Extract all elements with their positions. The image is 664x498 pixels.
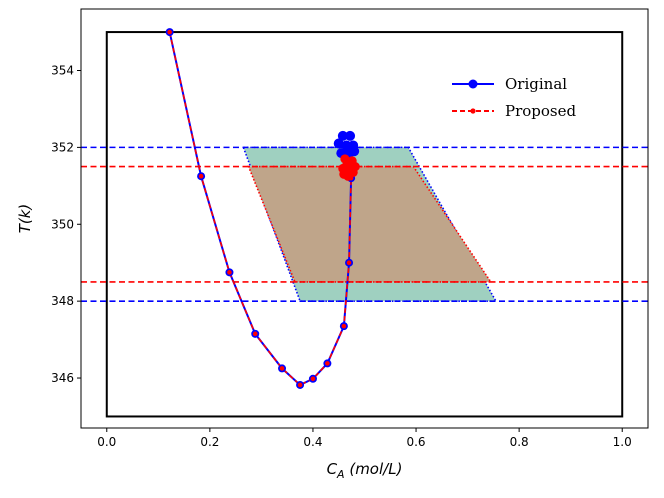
- series-proposed-point: [252, 331, 258, 337]
- x-tick-label: 0.8: [510, 435, 529, 449]
- legend-label-original: Original: [505, 75, 567, 93]
- legend-label-proposed: Proposed: [505, 102, 577, 120]
- y-tick-label: 346: [51, 371, 74, 385]
- plot-layer: 0.0 0.2 0.4 0.6 0.8 1.0 346 348 350 352 354: [51, 8, 649, 449]
- legend: Original Proposed: [452, 75, 577, 120]
- x-tick-label: 0.4: [303, 435, 322, 449]
- x-tick-label: 1.0: [613, 435, 632, 449]
- series-proposed-point: [325, 361, 330, 366]
- cluster-original-point: [333, 138, 344, 149]
- x-tick-label: 0.6: [406, 435, 425, 449]
- cluster-original-point: [345, 130, 356, 141]
- legend-marker-proposed: [470, 108, 476, 114]
- y-axis-label: T(k): [16, 204, 34, 234]
- series-proposed-point: [346, 260, 352, 266]
- x-tick-label: 0.2: [200, 435, 219, 449]
- y-tick-label: 352: [51, 140, 74, 154]
- series-proposed-line: [168, 31, 352, 386]
- series-proposed-point: [297, 382, 303, 388]
- x-axis-label: CA (mol/L): [327, 460, 403, 481]
- y-tick-label: 350: [51, 217, 74, 231]
- axes-frame: [80, 8, 649, 429]
- x-tick-label: 0.0: [97, 435, 116, 449]
- y-tick-label: 354: [51, 64, 74, 78]
- series-proposed-point: [227, 270, 232, 275]
- boundary-box: [105, 31, 624, 418]
- series-proposed-point: [310, 376, 316, 382]
- cluster-original-point: [337, 130, 348, 141]
- series-proposed-point: [198, 173, 204, 179]
- series-proposed-point: [279, 366, 285, 371]
- cluster-original-point: [349, 146, 360, 157]
- legend-marker-original: [468, 79, 478, 89]
- series-proposed-point: [341, 323, 347, 329]
- y-tick-label: 348: [51, 294, 74, 308]
- cluster-proposed-point: [346, 163, 356, 174]
- cluster-proposed-point: [343, 171, 353, 181]
- series-proposed-point: [167, 29, 172, 35]
